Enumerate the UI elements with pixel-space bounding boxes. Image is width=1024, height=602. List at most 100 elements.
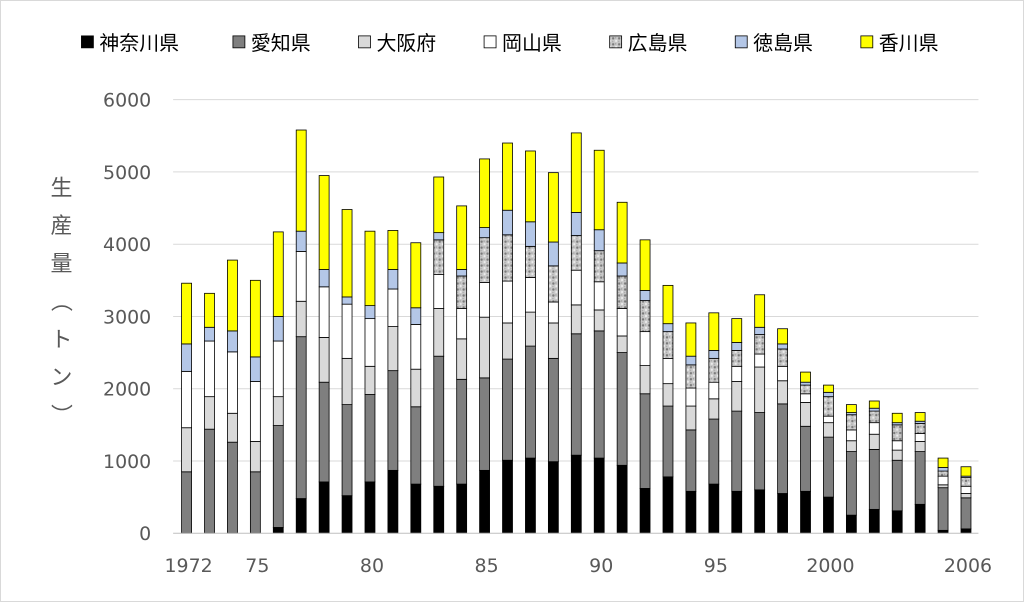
bar-segment-3 <box>295 251 307 302</box>
bar-segment-5 <box>639 290 651 301</box>
y-axis-label-char: 生 <box>51 176 73 201</box>
bar-segment-5 <box>937 467 949 472</box>
x-axis-ticks: 1972 75 80 85 90 95 2000 2006 <box>164 555 992 577</box>
bar-segment-4 <box>777 348 788 367</box>
bar-segment-6 <box>227 259 238 332</box>
bar-segment-2 <box>845 440 857 452</box>
bar-segment-0 <box>823 496 834 534</box>
legend-label-1: 愛知県 <box>251 32 311 55</box>
bar-segment-2 <box>410 368 422 408</box>
bar-segment-1 <box>845 451 857 516</box>
bar-segment-1 <box>479 377 490 471</box>
bar-segment-1 <box>960 497 972 530</box>
bar-segment-1 <box>593 330 605 459</box>
bar-segment-6 <box>960 466 972 477</box>
bar-segment-5 <box>777 343 788 350</box>
bar-segment-1 <box>777 403 788 494</box>
bar-segment-4 <box>502 234 513 282</box>
bar-segment-6 <box>341 209 353 298</box>
legend-swatch-1 <box>232 35 246 49</box>
bar-segment-6 <box>318 175 330 270</box>
bar-segment-6 <box>800 371 811 383</box>
bar-segment-5 <box>318 269 330 288</box>
legend-swatch-6 <box>860 35 874 49</box>
legend-swatch-3 <box>483 35 497 49</box>
bar-segment-3 <box>525 277 536 313</box>
bar-segment-0 <box>295 498 307 534</box>
bar-segment-3 <box>845 429 857 442</box>
bar-segment-5 <box>731 342 743 351</box>
x-tick-label: 90 <box>589 555 613 577</box>
bar-segment-5 <box>295 230 307 252</box>
bar-segment-2 <box>479 316 490 379</box>
bar-segment-5 <box>456 269 468 277</box>
bar-segment-2 <box>800 402 811 427</box>
bar-segment-4 <box>639 300 651 333</box>
bar-segment-3 <box>387 288 399 327</box>
y-axis-label-char: ン <box>51 366 73 391</box>
bar-segment-4 <box>823 396 834 417</box>
bar-segment-2 <box>960 493 972 499</box>
bar-segment-2 <box>823 422 834 438</box>
bar-segment-0 <box>891 510 903 534</box>
bar-segment-3 <box>800 393 811 403</box>
bar-segment-4 <box>593 250 605 283</box>
bar-segment-5 <box>502 209 513 236</box>
bar-segment-2 <box>685 405 697 431</box>
bar-segment-6 <box>914 412 926 422</box>
bar-segment-6 <box>891 412 903 424</box>
bar-segment-2 <box>456 338 468 380</box>
bar-segment-6 <box>937 457 949 468</box>
bar-segment-2 <box>433 308 445 357</box>
bar-segment-6 <box>525 150 536 223</box>
bar-segment-1 <box>364 394 376 483</box>
bar-segment-5 <box>410 307 422 325</box>
bar-segment-5 <box>249 356 261 382</box>
bar-segment-0 <box>754 489 766 534</box>
bar-segment-1 <box>639 393 651 489</box>
legend-label-6: 香川県 <box>879 32 939 55</box>
bar-segment-1 <box>800 425 811 492</box>
bar-segment-1 <box>914 451 926 505</box>
y-axis-label-char: 産 <box>51 214 73 239</box>
bar-segment-6 <box>272 231 284 317</box>
bar-segment-4 <box>891 424 903 442</box>
bar-segment-3 <box>318 286 330 338</box>
legend-swatch-0 <box>81 35 94 49</box>
bar-segment-1 <box>272 425 284 528</box>
bar-segment-4 <box>433 239 445 275</box>
bar-segment-4 <box>800 384 811 395</box>
bar-segment-6 <box>479 158 490 228</box>
y-tick-label: 3000 <box>103 306 151 328</box>
bar-segment-0 <box>777 493 788 534</box>
bar-segment-1 <box>547 357 559 463</box>
bar-segment-1 <box>410 406 422 485</box>
y-tick-label: 0 <box>139 523 151 545</box>
bar-segment-1 <box>731 410 743 492</box>
bar-segment-0 <box>341 495 353 534</box>
bar-segment-3 <box>937 475 949 486</box>
bar-segment-0 <box>868 508 880 534</box>
bar-segment-3 <box>204 340 215 398</box>
bar-segment-0 <box>502 459 513 534</box>
bar-segment-3 <box>502 280 513 324</box>
bar-segment-2 <box>272 396 284 426</box>
bar-segment-6 <box>249 279 261 358</box>
bar-segment-3 <box>181 370 192 429</box>
bar-segment-6 <box>204 292 215 328</box>
bar-segment-0 <box>616 464 628 534</box>
bar-segment-3 <box>868 422 880 435</box>
bar-segment-5 <box>227 330 238 353</box>
bar-segment-3 <box>341 303 353 359</box>
legend-swatch-5 <box>734 35 748 49</box>
bar-segment-1 <box>227 441 238 534</box>
y-tick-label: 5000 <box>103 162 151 184</box>
bar-segment-4 <box>914 422 926 434</box>
bar-segment-3 <box>249 381 261 442</box>
bar-segment-6 <box>181 282 192 345</box>
bar-segment-2 <box>249 441 261 473</box>
bar-segment-2 <box>295 300 307 338</box>
bar-segment-6 <box>295 129 307 232</box>
bar-segment-5 <box>868 407 880 412</box>
